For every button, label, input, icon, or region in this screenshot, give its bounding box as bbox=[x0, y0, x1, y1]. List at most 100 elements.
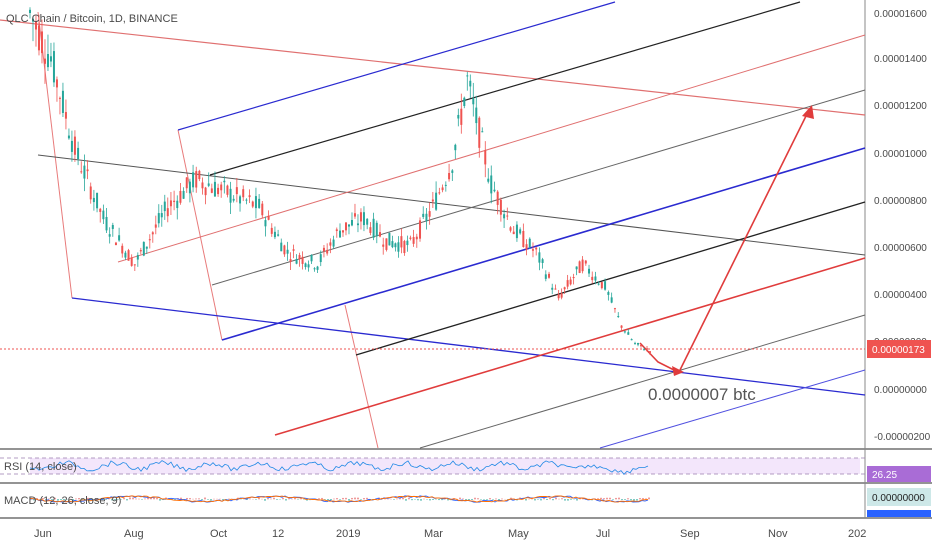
macd-histogram-bar bbox=[213, 499, 215, 500]
candle bbox=[529, 239, 531, 247]
macd-histogram-bar bbox=[426, 499, 428, 500]
candle bbox=[149, 239, 151, 240]
candle bbox=[493, 190, 495, 192]
candle bbox=[604, 281, 606, 290]
macd-histogram-bar bbox=[351, 498, 353, 499]
candle bbox=[226, 186, 228, 195]
time-tick-label: 202 bbox=[848, 528, 866, 540]
candle bbox=[287, 250, 289, 254]
macd-histogram-bar bbox=[429, 499, 431, 500]
candle bbox=[293, 249, 295, 251]
target-annotation[interactable]: 0.0000007 btc bbox=[648, 385, 756, 404]
candle bbox=[445, 185, 447, 186]
candle bbox=[579, 261, 581, 273]
candle bbox=[137, 255, 139, 260]
macd-histogram-bar bbox=[645, 498, 647, 499]
candle bbox=[121, 246, 123, 254]
candle bbox=[183, 191, 185, 199]
candle bbox=[164, 202, 166, 211]
candle bbox=[397, 242, 399, 251]
macd-histogram-bar bbox=[348, 499, 350, 501]
candle bbox=[516, 225, 518, 238]
candle bbox=[429, 211, 431, 217]
macd-histogram-bar bbox=[417, 499, 419, 500]
candle bbox=[413, 237, 415, 244]
macd-histogram-bar bbox=[459, 498, 461, 500]
candle bbox=[296, 259, 298, 264]
macd-histogram-bar bbox=[642, 498, 644, 499]
macd-histogram-bar bbox=[633, 499, 635, 501]
macd-histogram-bar bbox=[501, 499, 503, 500]
candle bbox=[394, 243, 396, 247]
macd-histogram-bar bbox=[495, 499, 497, 500]
candle bbox=[271, 228, 273, 234]
last-price-value: 0.00000173 bbox=[872, 345, 925, 356]
candle bbox=[382, 245, 384, 247]
macd-histogram-bar bbox=[411, 499, 413, 500]
candle bbox=[475, 108, 477, 123]
macd-histogram-bar bbox=[474, 498, 476, 500]
candle bbox=[211, 188, 213, 192]
time-tick-label: 12 bbox=[272, 528, 284, 540]
macd-histogram-bar bbox=[540, 499, 542, 500]
macd-signal-badge bbox=[867, 510, 931, 517]
candle bbox=[624, 331, 626, 332]
candle bbox=[302, 257, 304, 264]
candle bbox=[41, 31, 43, 53]
candle bbox=[545, 274, 547, 279]
macd-histogram-bar bbox=[405, 499, 407, 501]
candle bbox=[373, 219, 375, 238]
candle bbox=[513, 232, 515, 234]
candle bbox=[56, 79, 58, 87]
macd-histogram-bar bbox=[135, 499, 137, 500]
time-axis[interactable]: Jun Aug Oct 12 2019 Mar May Jul Sep Nov … bbox=[34, 528, 866, 540]
time-tick-label: Sep bbox=[680, 528, 700, 540]
candle bbox=[74, 137, 76, 155]
candle bbox=[376, 223, 378, 236]
candle bbox=[106, 217, 108, 230]
candle bbox=[230, 189, 232, 203]
candle bbox=[366, 219, 368, 225]
candle bbox=[198, 171, 200, 179]
candle bbox=[208, 183, 210, 185]
macd-histogram-bar bbox=[525, 499, 527, 500]
candle bbox=[548, 274, 550, 278]
candle bbox=[478, 118, 480, 148]
macd-histogram-bar bbox=[138, 499, 140, 500]
candle bbox=[363, 212, 365, 225]
candle bbox=[554, 289, 556, 290]
candle bbox=[239, 196, 241, 203]
price-axis[interactable]: 0.00001600 0.00001400 0.00001200 0.00001… bbox=[874, 9, 931, 443]
candle bbox=[242, 189, 244, 197]
price-tick-label: 0.00001200 bbox=[874, 101, 927, 112]
macd-histogram-bar bbox=[597, 498, 599, 499]
macd-histogram-bar bbox=[258, 498, 260, 499]
candle bbox=[118, 235, 120, 240]
candle bbox=[223, 181, 225, 182]
time-tick-label: Jul bbox=[596, 528, 610, 540]
candle bbox=[109, 234, 111, 237]
macd-histogram-bar bbox=[264, 499, 266, 501]
candle bbox=[44, 59, 46, 64]
candle bbox=[128, 250, 130, 261]
candle bbox=[637, 343, 639, 345]
candle bbox=[607, 292, 609, 295]
candle bbox=[454, 145, 456, 150]
macd-histogram-bar bbox=[156, 498, 158, 499]
macd-histogram-bar bbox=[318, 498, 320, 499]
macd-plot-area[interactable] bbox=[0, 485, 865, 515]
candle bbox=[77, 148, 79, 159]
candle bbox=[305, 263, 307, 267]
candle bbox=[62, 91, 64, 113]
candle bbox=[245, 200, 247, 201]
macd-histogram-bar bbox=[615, 498, 617, 499]
candle bbox=[594, 276, 596, 280]
candle bbox=[500, 200, 502, 215]
candle bbox=[570, 280, 572, 285]
macd-histogram-bar bbox=[477, 498, 479, 499]
candle bbox=[140, 250, 142, 251]
macd-histogram-bar bbox=[432, 499, 434, 500]
candle bbox=[510, 227, 512, 230]
